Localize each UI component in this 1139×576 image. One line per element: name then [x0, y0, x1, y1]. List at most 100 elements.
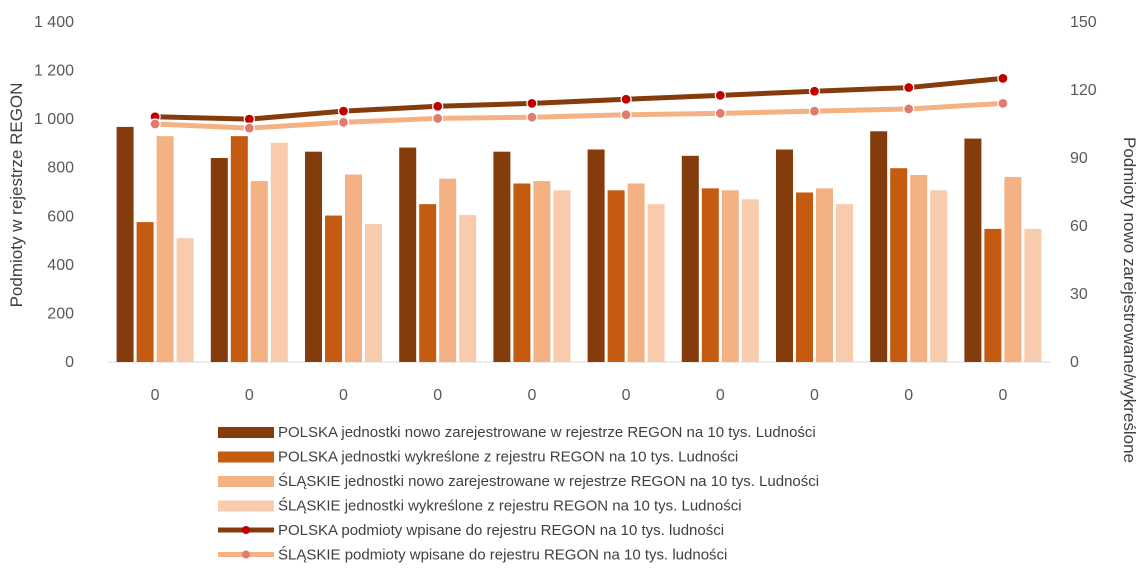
y-tick-label: 400	[47, 257, 74, 274]
y-tick-label: 0	[65, 354, 74, 371]
x-tick-label: 0	[998, 387, 1007, 404]
bar-series-4	[741, 199, 759, 362]
x-tick-label: 0	[904, 387, 913, 404]
line-marker-1	[432, 100, 444, 112]
legend-swatch	[218, 427, 274, 438]
bar-series-1	[305, 151, 322, 362]
bar-series-3	[156, 136, 174, 362]
bar-series-1	[399, 147, 417, 362]
secondary-y-axis-title: Podmioty nowo zarejestrowane/wykreślone	[1120, 137, 1139, 463]
legend-marker	[242, 526, 250, 534]
legend-marker	[242, 550, 250, 559]
lines	[149, 72, 1009, 134]
x-tick-label: 0	[151, 387, 160, 404]
bar-series-4	[459, 215, 477, 362]
y-tick-label: 1 200	[34, 63, 74, 80]
legend-swatch	[218, 451, 274, 463]
y-tick-label: 200	[47, 305, 74, 322]
y-axis-title: Podmioty w rejestrze REGON	[7, 83, 26, 308]
legend-label: ŚLĄSKIE jednostki nowo zarejestrowane w …	[278, 472, 819, 490]
bar-series-4	[270, 142, 288, 362]
bar-series-3	[533, 181, 551, 362]
y-tick-label: 800	[47, 160, 74, 177]
bar-series-4	[647, 204, 665, 362]
bar-series-3	[345, 174, 362, 362]
x-tick-label: 0	[245, 387, 254, 404]
legend-label: POLSKA podmioty wpisane do rejestru REGO…	[278, 522, 724, 539]
line-series-2	[152, 100, 1006, 131]
line-marker-1	[997, 72, 1009, 84]
line-marker-1	[620, 93, 632, 105]
line-marker-2	[903, 103, 915, 115]
line-marker-2	[620, 109, 632, 121]
y-tick-label: 600	[47, 208, 74, 225]
bar-series-4	[930, 190, 948, 362]
bar-series-3	[721, 190, 739, 362]
bar-series-3	[439, 178, 457, 362]
bar-series-1	[116, 126, 134, 363]
x-tick-label: 0	[433, 387, 442, 404]
bar-series-2	[136, 222, 154, 362]
bar-series-2	[230, 136, 248, 362]
bar-series-1	[776, 149, 793, 362]
legend-label: POLSKA jednostki nowo zarejestrowane w r…	[278, 424, 816, 441]
legend: POLSKA jednostki nowo zarejestrowane w r…	[218, 424, 819, 564]
bar-series-2	[607, 190, 625, 362]
bar-series-3	[816, 188, 833, 362]
bar-series-4	[176, 238, 194, 362]
bar-series-1	[210, 158, 228, 362]
x-tick-label: 0	[339, 387, 348, 404]
y2-tick-label: 30	[1070, 286, 1088, 303]
bar-series-3	[910, 175, 928, 362]
bar-series-2	[513, 183, 531, 362]
line-marker-2	[997, 97, 1009, 109]
secondary-y-axis-ticks: 0 30 60 90 120 150	[1070, 14, 1097, 371]
legend-label: ŚLĄSKIE podmioty wpisane do rejestru REG…	[278, 546, 727, 564]
line-marker-2	[337, 116, 350, 128]
legend-label: POLSKA jednostki wykreślone z rejestru R…	[278, 449, 738, 466]
bar-series-4	[1024, 228, 1042, 362]
bar-series-3	[1004, 176, 1022, 362]
x-axis-ticks: 0 0 0 0 0 0 0 0 0 0	[151, 387, 1008, 404]
line-marker-1	[337, 105, 350, 117]
bar-series-1	[870, 131, 888, 362]
x-tick-label: 0	[622, 387, 631, 404]
line-series-1	[152, 75, 1006, 122]
legend-swatch	[218, 500, 274, 512]
bar-series-4	[553, 190, 571, 362]
y2-tick-label: 90	[1070, 150, 1088, 167]
bar-series-4	[836, 204, 853, 362]
y-tick-label: 1 000	[34, 111, 74, 128]
x-tick-label: 0	[527, 387, 536, 404]
line-marker-1	[808, 85, 821, 97]
line-marker-2	[149, 118, 161, 130]
y2-tick-label: 120	[1070, 82, 1097, 99]
bar-series-2	[890, 168, 908, 362]
x-tick-label: 0	[716, 387, 725, 404]
bar-series-1	[587, 149, 605, 362]
line-marker-2	[808, 105, 821, 117]
bar-series-2	[796, 192, 813, 362]
bar-series-1	[681, 155, 699, 362]
bar-series-3	[627, 183, 645, 362]
legend-label: ŚLĄSKIE jednostki wykreślone z rejestru …	[278, 497, 742, 515]
bar-series-4	[365, 224, 382, 362]
line-marker-2	[432, 112, 444, 125]
y-axis-ticks: 0 200 400 600 800 1 000 1 200 1 400	[34, 14, 74, 371]
bar-series-2	[325, 215, 342, 362]
bar-series-2	[419, 204, 437, 362]
line-marker-2	[714, 107, 726, 119]
bar-series-1	[493, 151, 511, 362]
line-marker-2	[526, 111, 538, 123]
y2-tick-label: 60	[1070, 218, 1088, 235]
y2-tick-label: 150	[1070, 14, 1097, 31]
legend-swatch	[218, 476, 274, 487]
line-marker-1	[714, 89, 726, 101]
x-tick-label: 0	[810, 387, 819, 404]
line-marker-1	[903, 81, 915, 94]
bar-series-1	[964, 138, 982, 362]
bar-series-2	[984, 228, 1002, 362]
line-marker-1	[526, 97, 538, 109]
line-marker-2	[243, 122, 255, 134]
